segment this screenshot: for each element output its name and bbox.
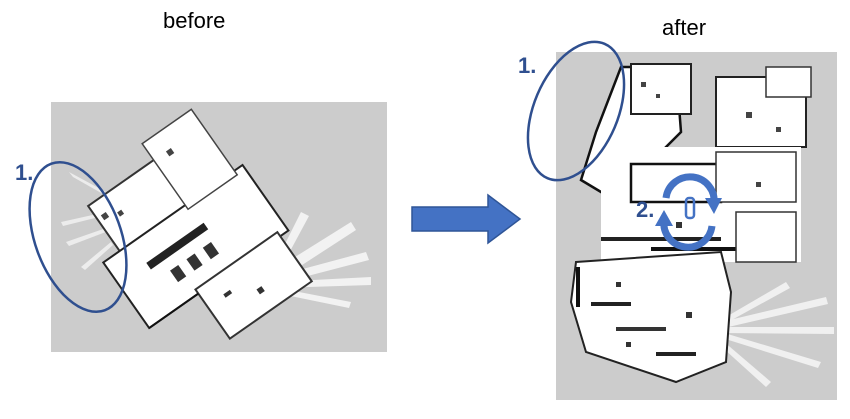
right-arrow-icon [411,193,522,245]
region-1-before-ellipse [28,160,128,314]
before-map [51,102,387,352]
marker-1-after: 1. [518,53,537,78]
laser-rays-after [713,282,834,387]
marker-2-after: 2. [636,197,655,222]
before-label: before [163,8,226,33]
before-map-graphic [61,108,371,341]
after-label: after [662,15,707,40]
before-floorplan [86,108,314,341]
marker-1-before: 1. [15,160,34,185]
after-map-graphic [569,63,834,387]
circular-refresh-icon [655,173,722,251]
region-1-after-ellipse [526,40,626,182]
laser-rays-left [61,172,113,270]
after-map [556,52,837,400]
